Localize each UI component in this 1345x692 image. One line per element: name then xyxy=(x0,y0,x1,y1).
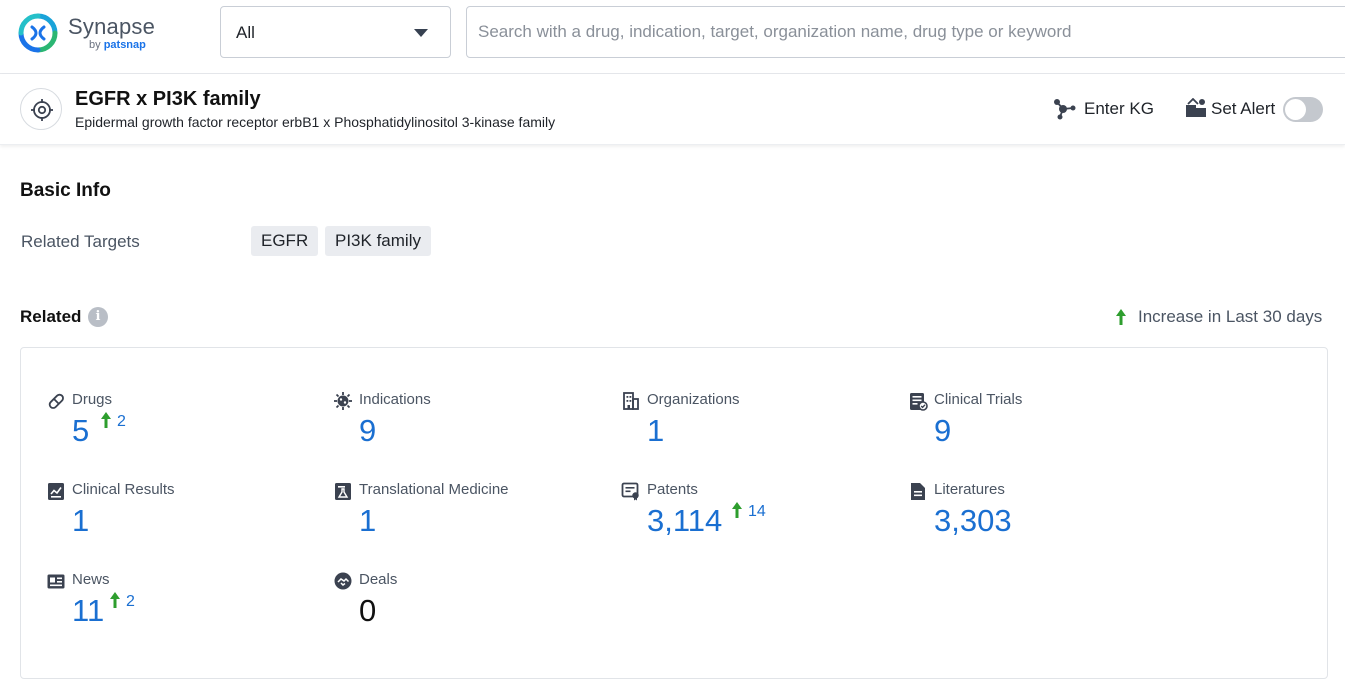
related-target-tag[interactable]: EGFR xyxy=(251,226,318,256)
stat-literatures[interactable]: Literatures 3,303 xyxy=(908,481,1168,561)
increase-legend: Increase in Last 30 days xyxy=(1114,306,1328,328)
entity-header: EGFR x PI3K family Epidermal growth fact… xyxy=(0,74,1345,145)
brand-by: by patsnap xyxy=(89,39,146,51)
stat-deals[interactable]: Deals 0 xyxy=(333,571,593,651)
stat-indications[interactable]: Indications 9 xyxy=(333,391,593,471)
stat-value: 1 xyxy=(647,413,664,449)
related-stats-card: Drugs 5 2 Indications 9 Orga xyxy=(20,347,1328,679)
clipboard-icon xyxy=(908,391,928,411)
stat-value: 5 xyxy=(72,413,89,449)
brand-name: Synapse xyxy=(68,14,155,40)
stat-label: Drugs xyxy=(72,391,112,408)
pill-icon xyxy=(46,391,66,411)
stat-patents[interactable]: Patents 3,114 14 xyxy=(621,481,881,561)
brand-by-brand: patsnap xyxy=(104,39,146,51)
stat-value: 11 xyxy=(72,593,104,629)
stat-label: Deals xyxy=(359,571,397,588)
basic-info-heading: Basic Info xyxy=(20,180,111,202)
knowledge-graph-icon xyxy=(1052,98,1076,120)
stat-label: Indications xyxy=(359,391,431,408)
stat-value: 9 xyxy=(934,413,951,449)
patent-icon xyxy=(621,481,641,501)
search-box[interactable] xyxy=(466,6,1345,58)
increase-legend-label: Increase in Last 30 days xyxy=(1138,307,1322,327)
stat-label: Literatures xyxy=(934,481,1005,498)
synapse-logo-icon xyxy=(18,13,58,53)
related-heading: Related xyxy=(20,307,81,327)
set-alert-toggle[interactable] xyxy=(1283,97,1323,122)
caret-down-icon xyxy=(414,29,428,37)
stat-label: News xyxy=(72,571,110,588)
chart-doc-icon xyxy=(46,481,66,501)
arrow-up-icon xyxy=(99,411,113,429)
stat-value: 1 xyxy=(72,503,89,539)
stat-label: Clinical Trials xyxy=(934,391,1022,408)
stat-value: 3,303 xyxy=(934,503,1012,539)
stat-increase-value: 2 xyxy=(117,413,126,431)
toggle-knob xyxy=(1285,99,1306,120)
info-icon[interactable]: i xyxy=(88,307,108,327)
stat-drugs[interactable]: Drugs 5 2 xyxy=(46,391,306,471)
stat-news[interactable]: News 11 2 xyxy=(46,571,306,651)
set-alert-label: Set Alert xyxy=(1211,99,1275,119)
arrow-up-icon xyxy=(108,591,122,609)
arrow-up-icon xyxy=(730,501,744,519)
handshake-icon xyxy=(333,571,353,591)
stat-value: 0 xyxy=(359,593,376,629)
stat-value: 3,114 xyxy=(647,503,722,539)
synapse-logo[interactable]: Synapse by patsnap xyxy=(18,12,168,56)
stat-increase-value: 2 xyxy=(126,593,135,611)
stat-label: Patents xyxy=(647,481,698,498)
stat-increase-value: 14 xyxy=(748,503,766,521)
stat-label: Clinical Results xyxy=(72,481,175,498)
stat-value: 9 xyxy=(359,413,376,449)
enter-kg-label: Enter KG xyxy=(1084,99,1154,119)
flask-doc-icon xyxy=(333,481,353,501)
alert-icon xyxy=(1185,98,1207,118)
stat-translational-medicine[interactable]: Translational Medicine 1 xyxy=(333,481,593,561)
target-icon xyxy=(20,88,62,130)
stat-value: 1 xyxy=(359,503,376,539)
stat-label: Organizations xyxy=(647,391,740,408)
stat-clinical-trials[interactable]: Clinical Trials 9 xyxy=(908,391,1168,471)
brand-by-text: by xyxy=(89,39,101,51)
search-category-select[interactable]: All xyxy=(220,6,451,58)
stat-organizations[interactable]: Organizations 1 xyxy=(621,391,881,471)
page-title: EGFR x PI3K family xyxy=(75,88,261,111)
top-bar: Synapse by patsnap All xyxy=(0,0,1345,74)
stat-label: Translational Medicine xyxy=(359,481,509,498)
search-input[interactable] xyxy=(478,7,1338,57)
stat-clinical-results[interactable]: Clinical Results 1 xyxy=(46,481,306,561)
building-icon xyxy=(621,391,641,411)
page-subtitle: Epidermal growth factor receptor erbB1 x… xyxy=(75,114,555,130)
document-icon xyxy=(908,481,928,501)
virus-icon xyxy=(333,391,353,411)
arrow-up-icon xyxy=(1114,308,1128,326)
related-targets-label: Related Targets xyxy=(21,232,140,252)
newspaper-icon xyxy=(46,571,66,591)
search-category-value: All xyxy=(236,23,255,43)
related-target-tag[interactable]: PI3K family xyxy=(325,226,431,256)
